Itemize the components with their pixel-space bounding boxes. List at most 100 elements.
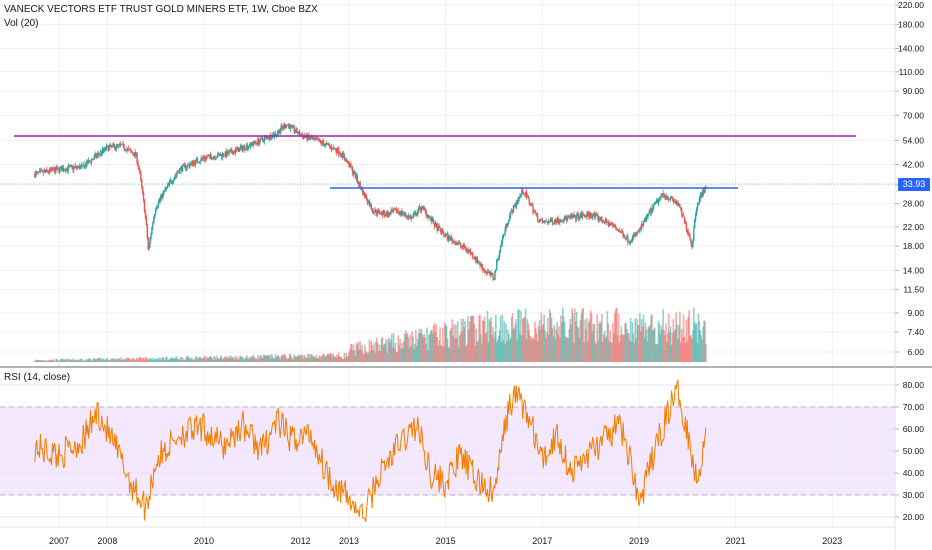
candle-body	[208, 154, 211, 156]
volume-bar	[679, 342, 682, 362]
candle-body	[436, 225, 438, 231]
candle-body	[416, 214, 418, 216]
volume-bar	[131, 358, 134, 362]
volume-bar	[321, 356, 323, 362]
volume-bar	[169, 357, 172, 362]
volume-bar	[560, 315, 562, 362]
volume-bar	[333, 356, 335, 362]
volume-bar	[573, 343, 575, 362]
volume-bar	[133, 359, 136, 362]
volume-bar	[479, 314, 481, 362]
volume-bar	[655, 343, 658, 362]
candle-body	[122, 143, 124, 145]
candle-body	[275, 134, 278, 136]
volume-bar	[625, 322, 627, 362]
candle-body	[96, 154, 98, 157]
volume-bar	[556, 322, 558, 362]
volume-bar	[378, 344, 381, 362]
volume-bar	[276, 355, 279, 362]
volume-bar	[661, 329, 663, 362]
candle-body	[456, 243, 458, 245]
candle-body	[565, 218, 568, 221]
volume-bar	[197, 357, 200, 362]
candle-body	[690, 239, 692, 244]
volume-bar	[282, 355, 284, 362]
candle-body	[573, 214, 575, 217]
candle-body	[162, 192, 164, 198]
candle-body	[72, 166, 74, 170]
candle-body	[212, 157, 214, 159]
candle-body	[95, 154, 97, 157]
candle-body	[509, 211, 512, 216]
candle-body	[655, 200, 658, 203]
volume-bar	[581, 309, 584, 362]
volume-bar	[319, 357, 321, 362]
price-tick-label: 7.40	[907, 327, 924, 337]
candle-body	[546, 221, 548, 223]
time-axis[interactable]: 2007 2008 2010 2012 2013 2015 2017 2019 2021 2023	[49, 536, 842, 546]
rsi-axis[interactable]: 80.00 70.00 60.00 50.00 40.00 30.00 20.00	[895, 380, 924, 522]
candle-body	[88, 160, 90, 164]
time-tick-label: 2017	[532, 536, 552, 546]
volume-bar	[263, 354, 266, 362]
volume-bar	[381, 337, 384, 362]
candle-body	[376, 213, 378, 215]
candle-body	[336, 150, 338, 154]
candle-body	[228, 151, 230, 155]
candle-body	[684, 220, 687, 223]
candle-body	[155, 207, 158, 210]
candle-body	[510, 210, 513, 212]
volume-bar	[196, 360, 199, 362]
volume-bar	[356, 344, 359, 362]
volume-bar	[532, 338, 534, 362]
candle-body	[110, 144, 112, 147]
candle-body	[647, 214, 649, 216]
candle-body	[322, 141, 324, 144]
volume-bar	[258, 358, 260, 362]
volume-bar	[109, 360, 111, 362]
candle-body	[319, 139, 321, 142]
candle-body	[140, 173, 142, 180]
volume-bar	[280, 356, 282, 362]
volume-bar	[279, 359, 282, 362]
candle-body	[601, 217, 603, 221]
candle-body	[136, 152, 138, 163]
candle-body	[47, 170, 49, 173]
candle-body	[484, 271, 487, 273]
price-tick-label: 11.50	[903, 284, 924, 294]
candle-body	[333, 147, 335, 149]
candle-body	[85, 164, 87, 167]
price-axis[interactable]: 220.00 180.00 140.00 110.00 90.00 70.00 54.00 4…	[895, 0, 924, 357]
candle-body	[296, 128, 298, 134]
candle-body	[674, 200, 676, 202]
volume-bar	[496, 339, 499, 362]
volume-bar	[482, 320, 484, 362]
volume-bar	[436, 336, 439, 362]
volume-bar	[250, 356, 253, 362]
candle-body	[351, 167, 354, 174]
volume-bar	[246, 357, 249, 362]
volume-bar	[135, 358, 137, 362]
volume-bar	[43, 360, 45, 362]
volume-bar	[218, 358, 221, 362]
volume-bar	[606, 311, 609, 362]
candle-body	[548, 221, 550, 224]
candle-body	[103, 147, 106, 151]
candle-body	[405, 215, 408, 217]
candle-body	[489, 271, 491, 275]
volume-bar	[568, 329, 571, 362]
candle-body	[469, 250, 471, 252]
candle-body	[242, 147, 244, 151]
candle-body	[522, 190, 524, 194]
candle-body	[215, 157, 217, 159]
volume-bar	[687, 316, 690, 362]
candle-body	[309, 137, 311, 139]
candle-body	[604, 219, 607, 222]
candle-body	[409, 216, 412, 220]
candle-body	[88, 160, 91, 162]
candle-body	[368, 201, 371, 206]
candle-body	[286, 124, 288, 127]
volume-bar	[118, 358, 121, 362]
candle-body	[387, 212, 389, 217]
candle-body	[418, 207, 421, 208]
